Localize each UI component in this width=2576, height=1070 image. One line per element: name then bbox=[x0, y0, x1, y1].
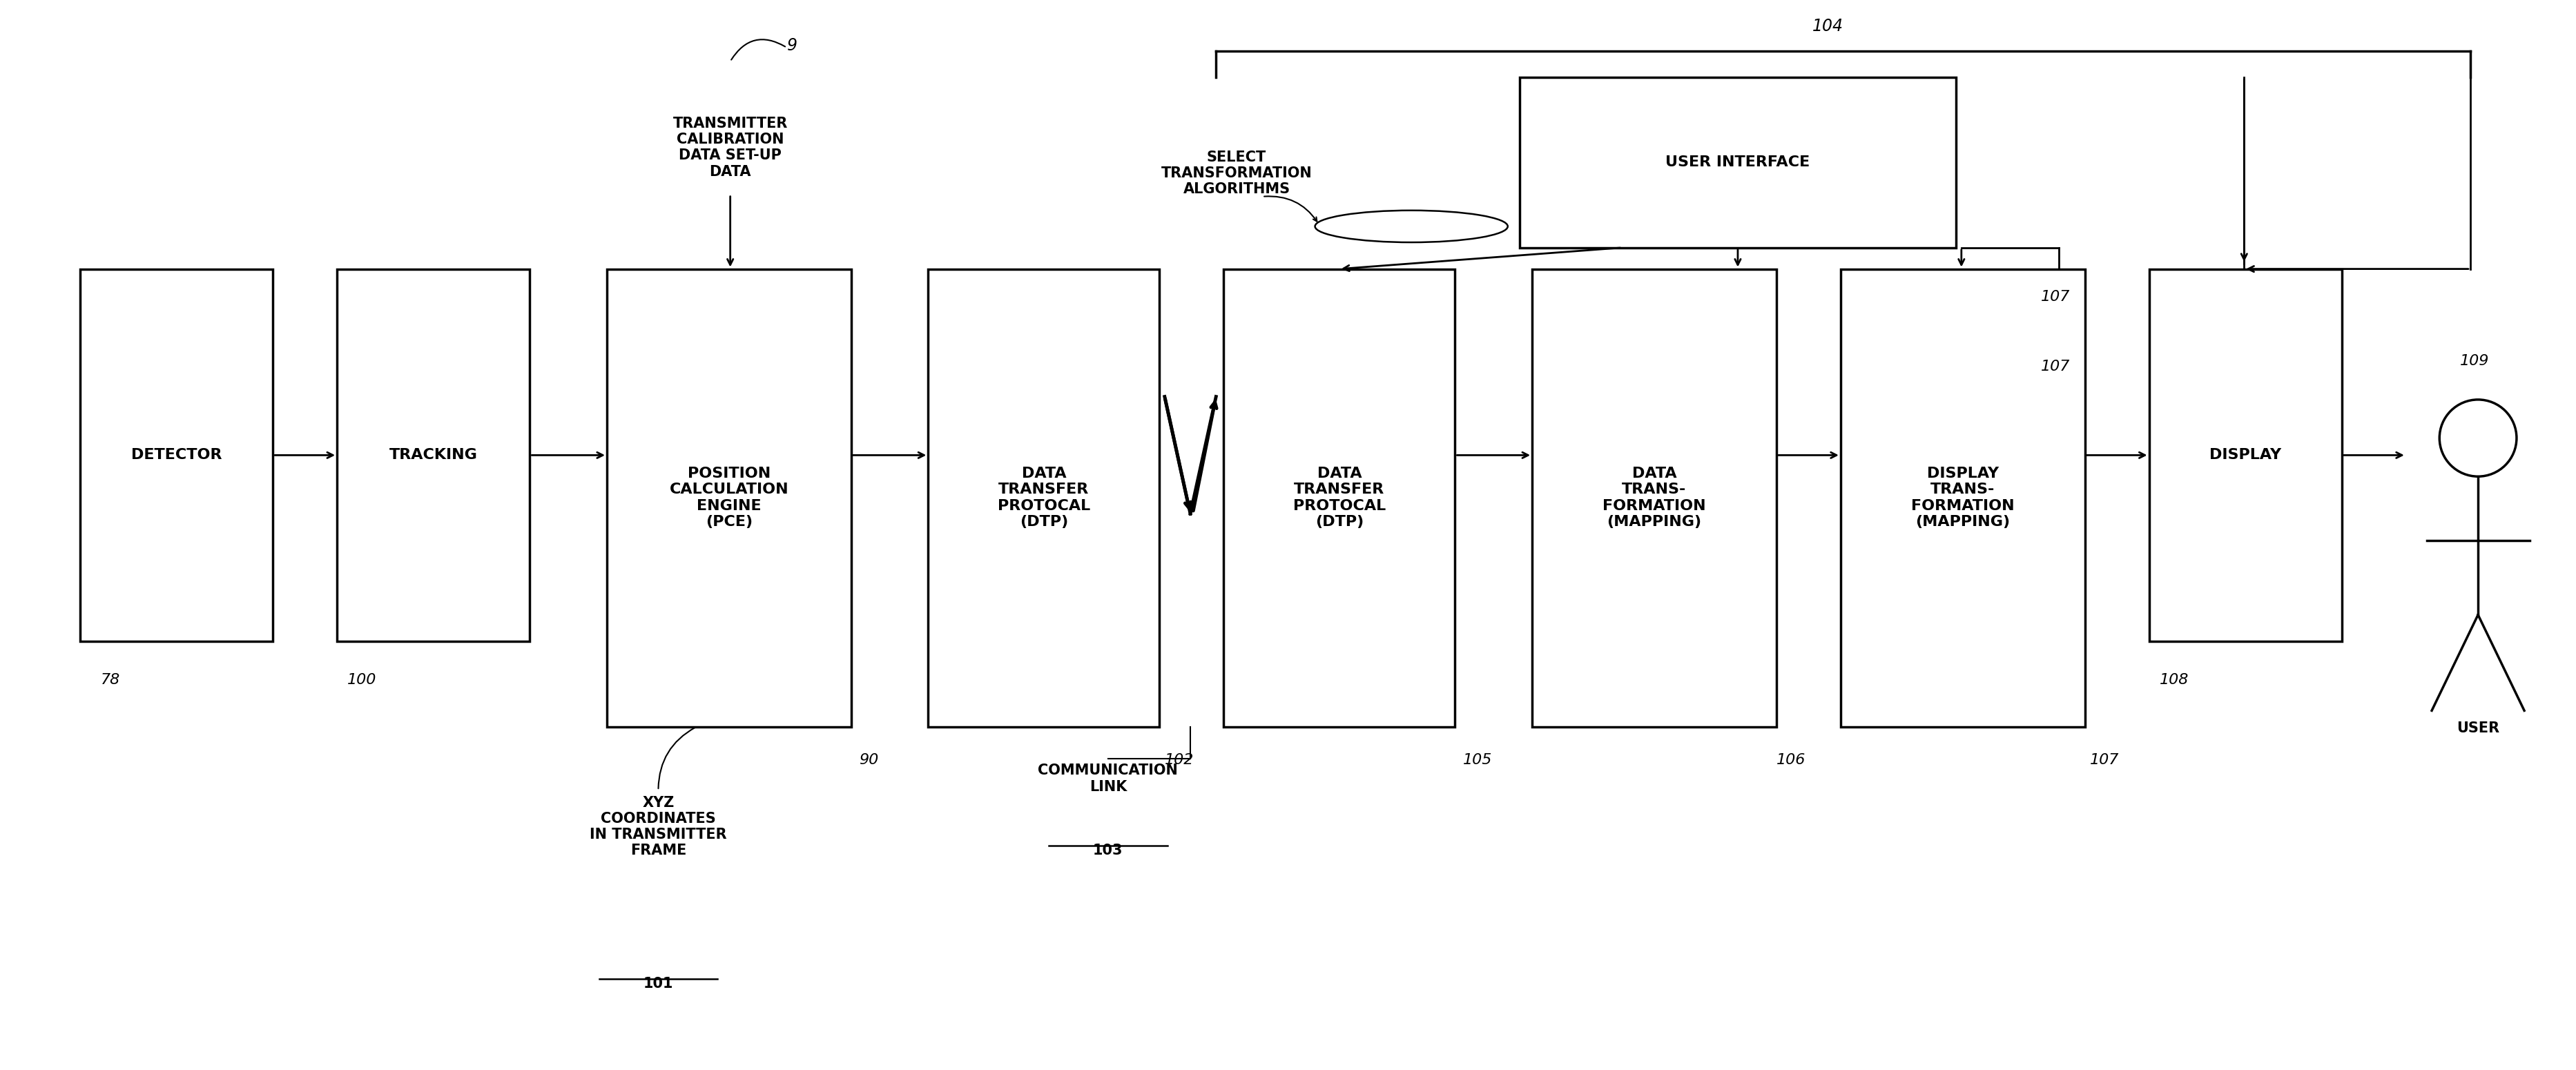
Text: USER INTERFACE: USER INTERFACE bbox=[1667, 155, 1811, 169]
Text: 107: 107 bbox=[2040, 290, 2071, 304]
Bar bbox=[1520, 77, 1955, 247]
Text: 90: 90 bbox=[858, 753, 878, 767]
Text: 102: 102 bbox=[1164, 753, 1193, 767]
Bar bbox=[1224, 269, 1455, 727]
Text: 106: 106 bbox=[1777, 753, 1806, 767]
Ellipse shape bbox=[1314, 211, 1507, 242]
Text: TRACKING: TRACKING bbox=[389, 448, 477, 462]
Text: 101: 101 bbox=[644, 977, 672, 991]
Bar bbox=[1842, 269, 2084, 727]
Text: 78: 78 bbox=[100, 673, 121, 687]
Ellipse shape bbox=[2439, 399, 2517, 476]
Bar bbox=[2148, 269, 2342, 641]
Text: 100: 100 bbox=[348, 673, 376, 687]
Text: TRANSMITTER
CALIBRATION
DATA SET-UP
DATA: TRANSMITTER CALIBRATION DATA SET-UP DATA bbox=[672, 117, 788, 179]
Text: DISPLAY
TRANS-
FORMATION
(MAPPING): DISPLAY TRANS- FORMATION (MAPPING) bbox=[1911, 467, 2014, 529]
Bar bbox=[927, 269, 1159, 727]
Bar bbox=[608, 269, 850, 727]
Bar bbox=[1533, 269, 1777, 727]
Text: USER: USER bbox=[2458, 721, 2499, 735]
Text: DETECTOR: DETECTOR bbox=[131, 448, 222, 462]
Text: 105: 105 bbox=[1463, 753, 1492, 767]
Text: DATA
TRANSFER
PROTOCAL
(DTP): DATA TRANSFER PROTOCAL (DTP) bbox=[1293, 467, 1386, 529]
Bar bbox=[337, 269, 531, 641]
Text: POSITION
CALCULATION
ENGINE
(PCE): POSITION CALCULATION ENGINE (PCE) bbox=[670, 467, 788, 529]
Text: SELECT
TRANSFORMATION
ALGORITHMS: SELECT TRANSFORMATION ALGORITHMS bbox=[1162, 150, 1311, 196]
Text: DATA
TRANSFER
PROTOCAL
(DTP): DATA TRANSFER PROTOCAL (DTP) bbox=[997, 467, 1090, 529]
Text: 107: 107 bbox=[2040, 360, 2071, 373]
Text: 109: 109 bbox=[2460, 354, 2488, 368]
Text: 103: 103 bbox=[1092, 843, 1123, 857]
Text: DATA
TRANS-
FORMATION
(MAPPING): DATA TRANS- FORMATION (MAPPING) bbox=[1602, 467, 1705, 529]
Text: COMMUNICATION
LINK: COMMUNICATION LINK bbox=[1038, 764, 1177, 794]
Text: 108: 108 bbox=[2159, 673, 2190, 687]
Text: 107: 107 bbox=[2089, 753, 2120, 767]
Text: 9: 9 bbox=[786, 37, 796, 54]
Text: 104: 104 bbox=[1814, 18, 1844, 35]
Text: DISPLAY: DISPLAY bbox=[2210, 448, 2282, 462]
Bar bbox=[80, 269, 273, 641]
Text: XYZ
COORDINATES
IN TRANSMITTER
FRAME: XYZ COORDINATES IN TRANSMITTER FRAME bbox=[590, 796, 726, 857]
